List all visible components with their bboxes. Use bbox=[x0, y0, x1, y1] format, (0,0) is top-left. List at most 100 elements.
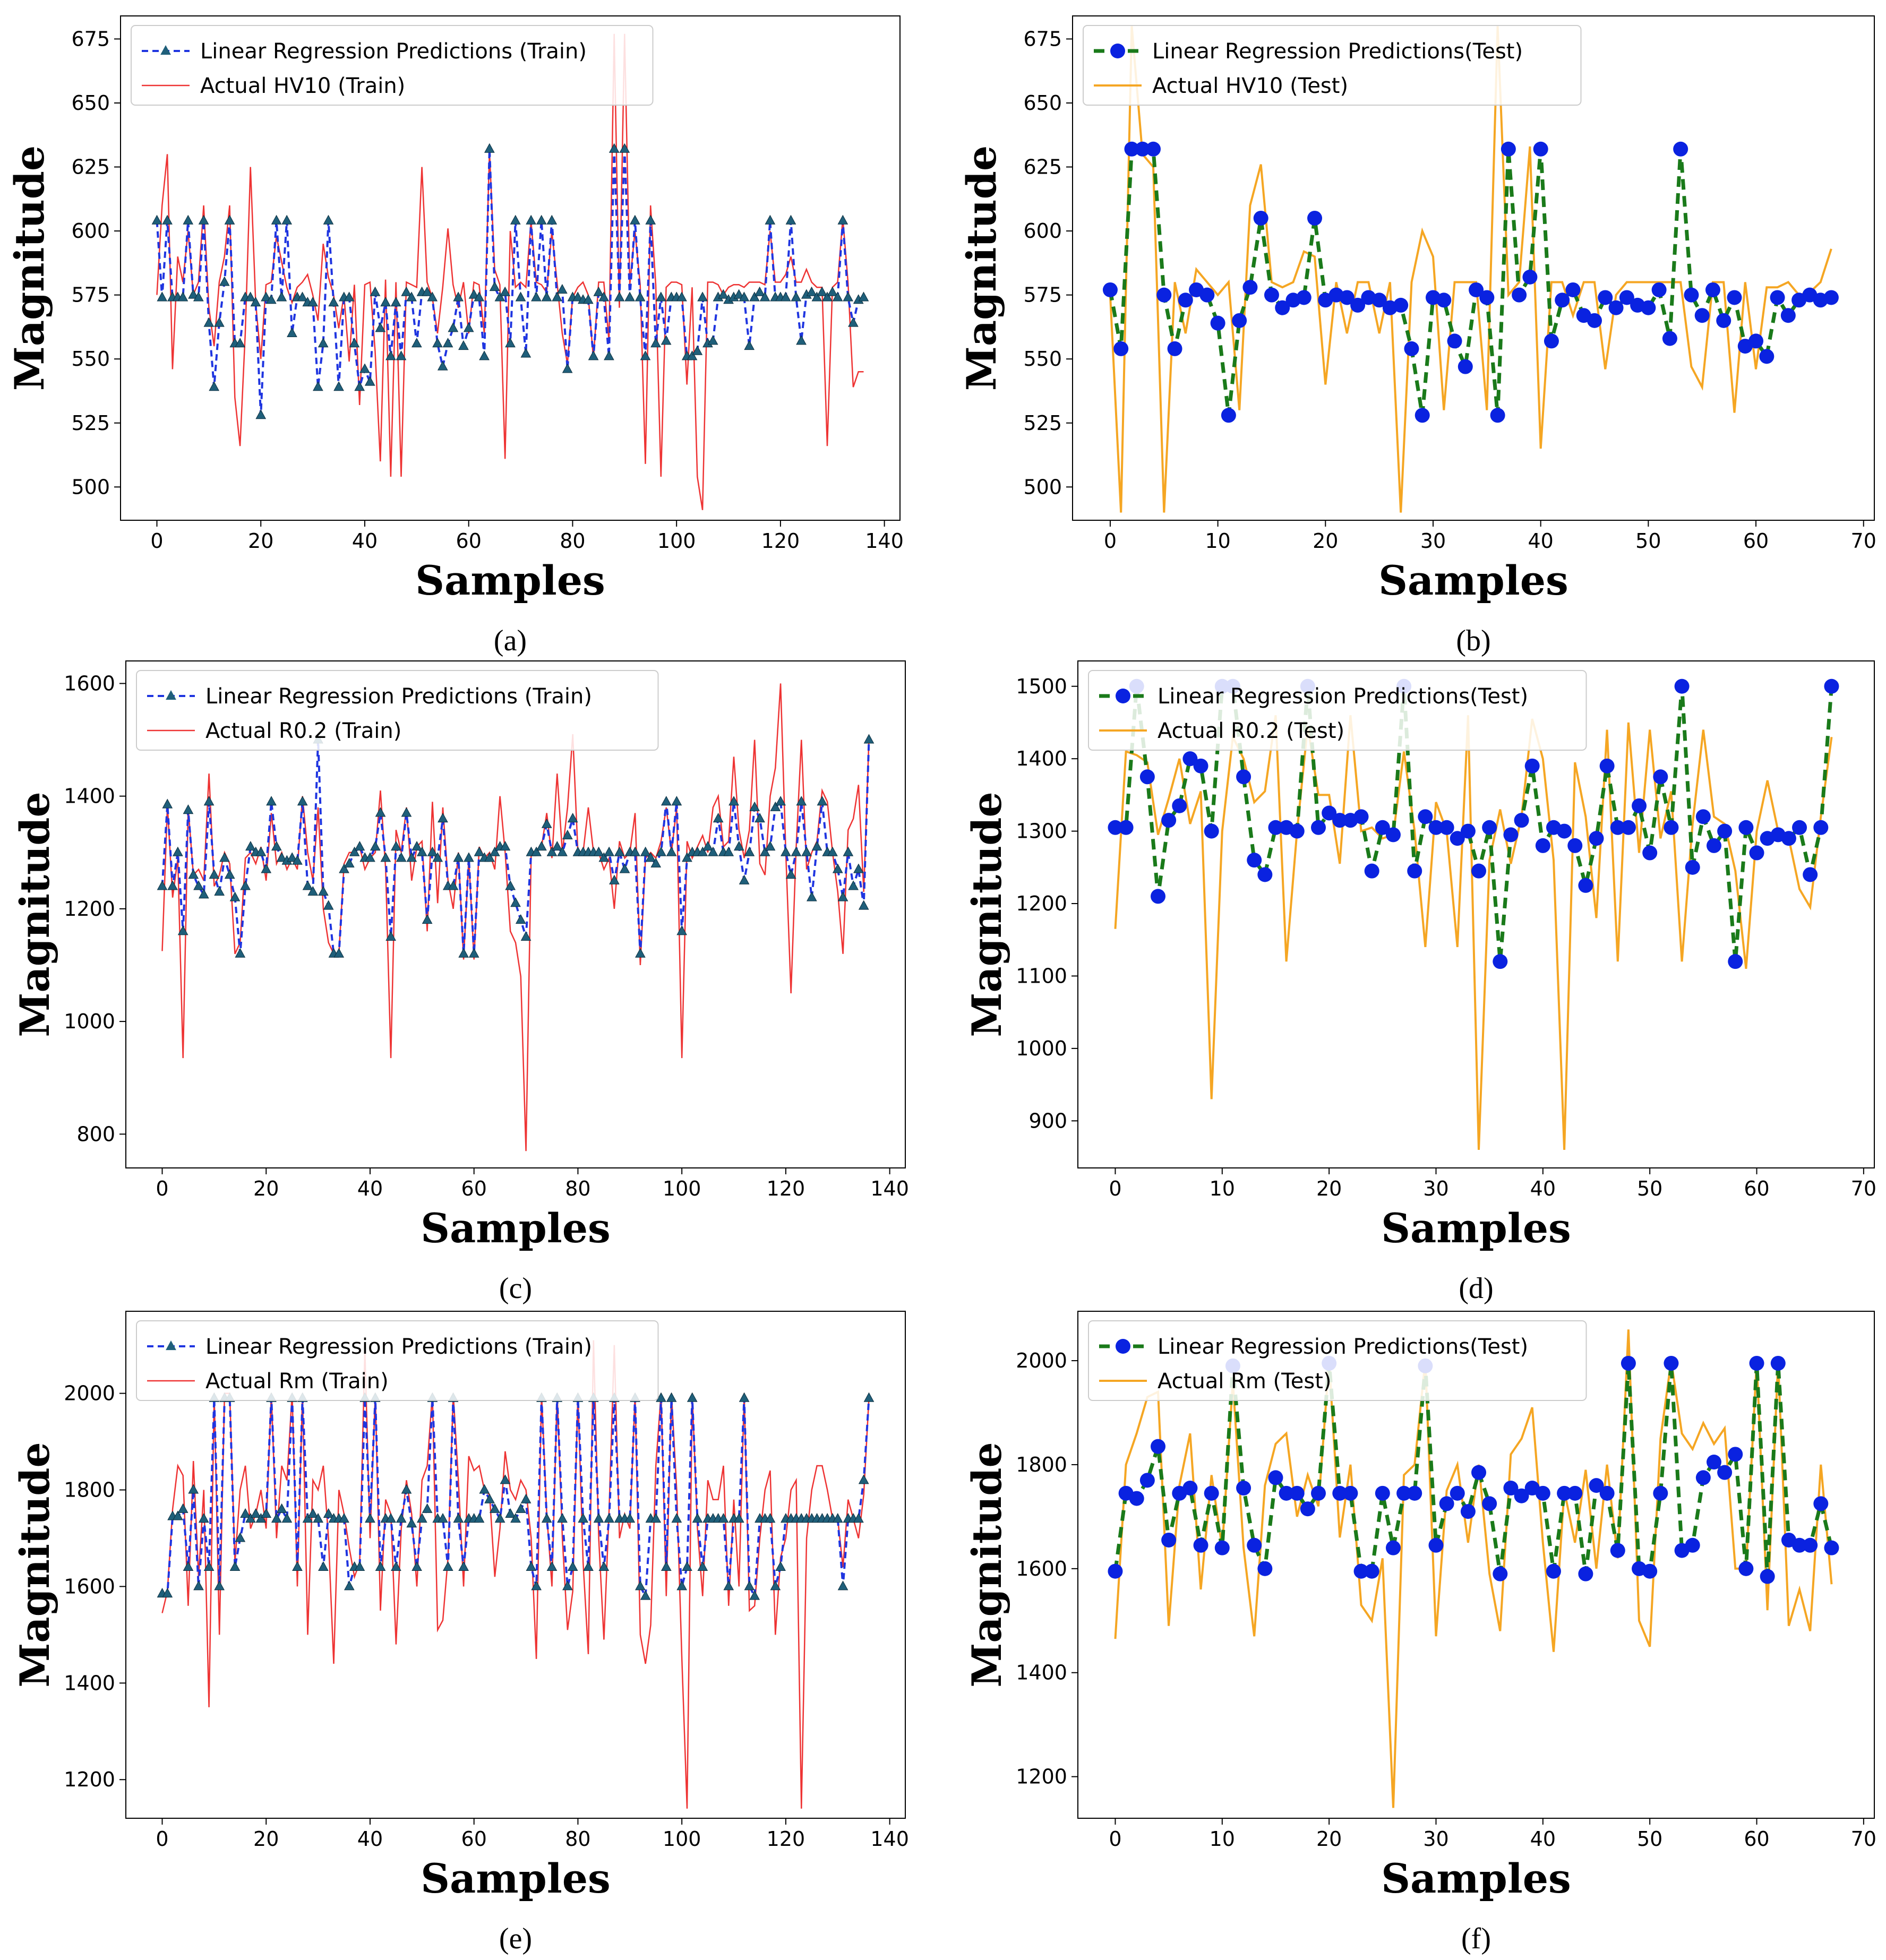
prediction-marker bbox=[313, 381, 323, 391]
chart-panel-f: 0 10 20 30 40 50 60 70 1200 1400 1600 1800 2000 Sampl… bbox=[963, 1311, 1876, 1955]
prediction-marker bbox=[1268, 1470, 1283, 1485]
prediction-marker bbox=[1748, 333, 1764, 349]
prediction-marker bbox=[765, 214, 776, 225]
prediction-marker bbox=[1414, 408, 1430, 423]
prediction-marker bbox=[401, 286, 412, 296]
prediction-marker bbox=[608, 143, 620, 153]
prediction-marker bbox=[640, 350, 651, 360]
prediction-marker bbox=[1610, 820, 1625, 835]
prediction-marker bbox=[1555, 293, 1570, 308]
prediction-marker bbox=[510, 214, 521, 225]
prediction-marker bbox=[1129, 1491, 1144, 1506]
prediction-marker bbox=[432, 852, 443, 862]
prediction-marker bbox=[609, 874, 620, 884]
prediction-marker bbox=[1599, 1485, 1615, 1501]
legend-label-prediction: Linear Regression Predictions(Test) bbox=[1152, 39, 1523, 64]
prediction-marker bbox=[458, 1561, 469, 1571]
prediction-marker bbox=[1664, 1355, 1679, 1371]
prediction-marker bbox=[1296, 290, 1311, 305]
x-tick-label: 140 bbox=[870, 1177, 909, 1200]
prediction-marker bbox=[531, 846, 542, 856]
prediction-marker bbox=[271, 214, 282, 225]
prediction-marker bbox=[640, 846, 651, 856]
prediction-marker bbox=[541, 818, 552, 828]
y-tick-label: 650 bbox=[1023, 91, 1062, 115]
prediction-marker bbox=[297, 291, 308, 302]
prediction-marker bbox=[354, 841, 365, 851]
prediction-marker bbox=[453, 291, 464, 302]
x-axis-label: Samples bbox=[415, 557, 605, 604]
prediction-marker bbox=[1156, 287, 1172, 303]
prediction-marker bbox=[416, 1513, 427, 1523]
prediction-marker bbox=[1151, 889, 1166, 904]
y-tick-label: 575 bbox=[1023, 283, 1062, 307]
prediction-marker bbox=[1578, 1566, 1593, 1581]
y-axis-label: Magnitude bbox=[958, 145, 1005, 391]
prediction-marker bbox=[749, 291, 760, 302]
prediction-marker bbox=[1108, 1563, 1123, 1579]
prediction-marker bbox=[365, 852, 375, 862]
x-tick-label: 100 bbox=[663, 1177, 701, 1200]
legend-label-prediction: Linear Regression Predictions(Test) bbox=[1158, 684, 1528, 709]
prediction-marker bbox=[1311, 820, 1326, 835]
prediction-marker bbox=[1364, 863, 1379, 879]
prediction-marker bbox=[718, 1513, 729, 1523]
prediction-marker bbox=[614, 846, 625, 856]
prediction-marker bbox=[1428, 1537, 1444, 1553]
prediction-marker bbox=[437, 360, 448, 371]
prediction-marker bbox=[1653, 769, 1668, 785]
chart-panel-d: 0 10 20 30 40 50 60 70 900 1000 1100 1200 1300 1400 15… bbox=[963, 660, 1876, 1305]
prediction-marker bbox=[598, 291, 610, 302]
prediction-marker bbox=[344, 1580, 355, 1591]
prediction-marker bbox=[235, 948, 246, 958]
prediction-marker bbox=[1393, 297, 1409, 313]
prediction-marker bbox=[832, 1513, 843, 1523]
prediction-marker bbox=[385, 931, 396, 941]
prediction-marker bbox=[1641, 300, 1656, 315]
prediction-marker bbox=[313, 1513, 323, 1523]
prediction-marker bbox=[500, 1474, 511, 1484]
x-tick-label: 0 bbox=[156, 1827, 168, 1851]
prediction-marker bbox=[1353, 1563, 1369, 1579]
prediction-marker bbox=[370, 286, 381, 296]
legend-marker-prediction bbox=[1116, 689, 1130, 703]
prediction-marker bbox=[1770, 1355, 1786, 1371]
prediction-marker bbox=[505, 1508, 516, 1518]
prediction-marker bbox=[1544, 333, 1559, 349]
prediction-marker bbox=[515, 1503, 526, 1513]
legend-label-prediction: Linear Regression Predictions(Test) bbox=[1158, 1335, 1528, 1359]
prediction-marker bbox=[1247, 1537, 1262, 1553]
prediction-marker bbox=[157, 291, 168, 302]
prediction-marker bbox=[500, 841, 511, 851]
x-tick-label: 70 bbox=[1851, 1177, 1876, 1200]
prediction-marker bbox=[401, 1484, 412, 1494]
prediction-marker bbox=[666, 1392, 677, 1402]
prediction-marker bbox=[188, 1484, 199, 1494]
prediction-marker bbox=[526, 1561, 537, 1571]
prediction-marker bbox=[1728, 954, 1743, 969]
prediction-marker bbox=[671, 1513, 682, 1523]
plot-area bbox=[1102, 26, 1839, 513]
x-tick-label: 100 bbox=[657, 529, 696, 553]
prediction-marker bbox=[438, 1513, 448, 1523]
x-tick-label: 20 bbox=[1313, 529, 1338, 553]
prediction-marker bbox=[707, 335, 718, 345]
prediction-marker bbox=[1404, 341, 1419, 356]
prediction-marker bbox=[1221, 408, 1236, 423]
prediction-marker bbox=[1139, 769, 1155, 785]
x-tick-label: 20 bbox=[1316, 1177, 1342, 1200]
y-tick-label: 1400 bbox=[64, 785, 115, 808]
prediction-marker bbox=[1695, 1470, 1711, 1485]
prediction-marker bbox=[250, 1508, 261, 1518]
x-tick-label: 20 bbox=[248, 529, 273, 553]
prediction-marker bbox=[765, 1513, 776, 1523]
prediction-marker bbox=[713, 813, 724, 823]
prediction-marker bbox=[1546, 1563, 1561, 1579]
prediction-marker bbox=[692, 345, 703, 355]
prediction-marker bbox=[489, 281, 500, 291]
prediction-marker bbox=[661, 1561, 672, 1571]
prediction-marker bbox=[1610, 1543, 1625, 1558]
prediction-marker bbox=[827, 286, 838, 296]
prediction-marker bbox=[515, 291, 526, 302]
prediction-marker bbox=[1824, 1540, 1839, 1555]
